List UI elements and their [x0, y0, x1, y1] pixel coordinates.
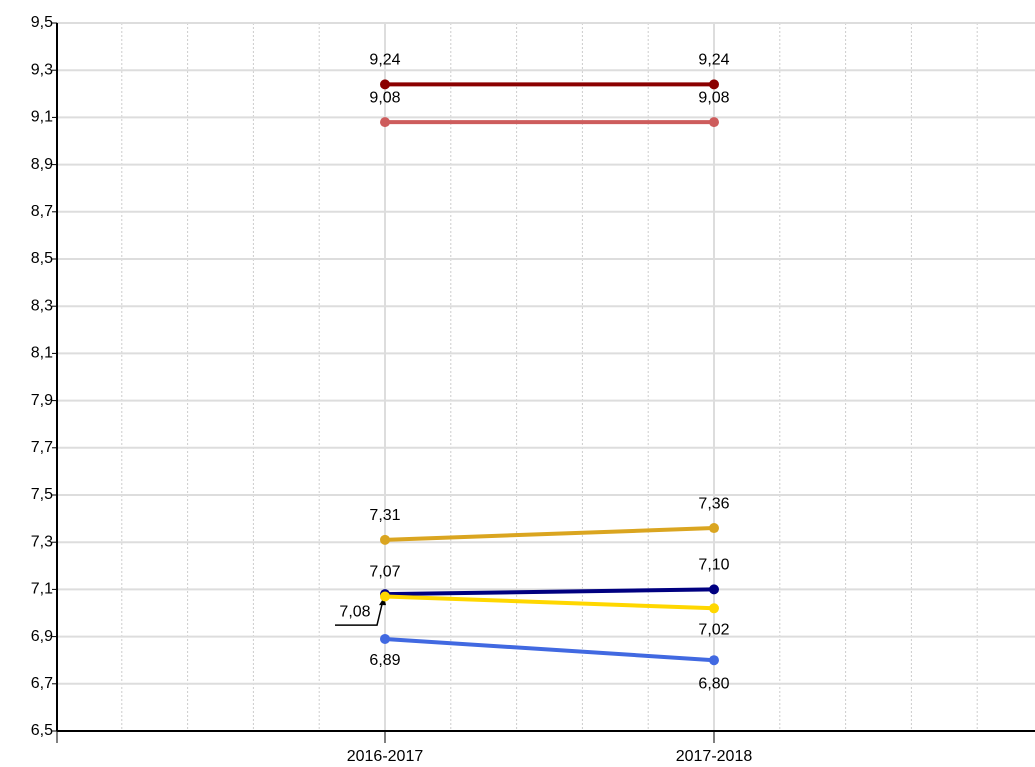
- y-tick-label: 9,5: [31, 14, 53, 31]
- data-label: 7,07: [369, 564, 400, 581]
- data-label: 7,10: [698, 557, 729, 574]
- y-tick-label: 8,7: [31, 203, 53, 220]
- data-point: [709, 603, 719, 614]
- data-point: [709, 117, 719, 128]
- data-point: [709, 523, 719, 534]
- data-label: 6,89: [369, 652, 400, 669]
- y-tick-label: 7,7: [31, 439, 53, 456]
- series-line: [384, 587, 715, 597]
- data-label: 9,24: [369, 52, 400, 69]
- y-tick-label: 8,5: [31, 250, 53, 267]
- data-label: 9,24: [698, 52, 729, 69]
- data-point: [709, 655, 719, 666]
- data-label: 7,02: [698, 621, 729, 638]
- series-line: [384, 594, 715, 611]
- series-line: [384, 526, 715, 542]
- y-tick-label: 9,1: [31, 109, 53, 126]
- data-label: 9,08: [369, 89, 400, 106]
- label-callout: [335, 599, 384, 626]
- data-label: 6,80: [698, 675, 729, 692]
- y-tick-label: 8,1: [31, 345, 53, 362]
- y-tick-label: 7,5: [31, 486, 53, 503]
- y-tick-label: 9,3: [31, 61, 53, 78]
- data-point: [709, 79, 719, 90]
- series-line: [384, 636, 715, 663]
- data-label: 7,31: [369, 507, 400, 524]
- y-tick-label: 6,5: [31, 722, 53, 739]
- data-point: [380, 591, 390, 602]
- data-label: 7,08: [339, 603, 370, 620]
- y-tick-label: 7,9: [31, 392, 53, 409]
- x-tick-label: 2016-2017: [347, 748, 424, 765]
- y-tick-label: 7,1: [31, 581, 53, 598]
- data-point: [380, 633, 390, 644]
- y-tick-label: 8,9: [31, 156, 53, 173]
- y-tick-label: 7,3: [31, 533, 53, 550]
- y-tick-label: 6,7: [31, 675, 53, 692]
- data-label: 9,08: [698, 89, 729, 106]
- data-point: [380, 117, 390, 128]
- x-tick-label: 2017-2018: [676, 748, 753, 765]
- y-tick-label: 8,3: [31, 297, 53, 314]
- y-tick-label: 6,9: [31, 628, 53, 645]
- data-point: [380, 534, 390, 545]
- data-point: [709, 584, 719, 595]
- data-point: [380, 79, 390, 90]
- data-label: 7,36: [698, 495, 729, 512]
